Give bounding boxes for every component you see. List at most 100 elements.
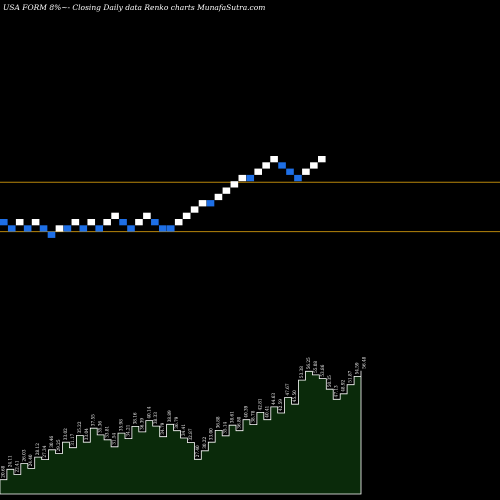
price-label: 53.38	[299, 366, 304, 378]
price-label: 50.35	[327, 375, 332, 387]
price-label: 22.41	[14, 460, 19, 472]
price-label: 38.89	[167, 410, 172, 422]
price-label: 34.41	[181, 424, 186, 436]
renko-brick-down	[151, 219, 159, 226]
renko-brick-up	[55, 225, 64, 232]
price-label: 36.80	[237, 416, 242, 428]
price-label: 28.12	[35, 443, 40, 455]
price-label: 40.14	[146, 406, 151, 418]
renko-brick-up	[238, 174, 247, 182]
renko-brick-up	[31, 219, 40, 226]
renko-brick-down	[79, 225, 88, 232]
renko-brick-down	[159, 225, 167, 232]
price-label: 30.22	[202, 436, 207, 448]
price-label: 31.17	[70, 433, 75, 445]
price-label: 24.40	[28, 454, 33, 466]
renko-brick-up	[182, 212, 191, 219]
price-label: 40.41	[264, 405, 269, 417]
price-label: 36.39	[139, 418, 144, 430]
renko-brick-up	[190, 206, 199, 213]
renko-brick-down	[39, 225, 48, 232]
price-label: 30.46	[49, 435, 54, 447]
renko-brick-up	[302, 168, 310, 175]
renko-brick-up	[135, 219, 143, 226]
price-label: 40.39	[244, 405, 249, 417]
price-label: 42.81	[257, 398, 262, 410]
price-area	[0, 370, 362, 495]
renko-brick-down	[95, 225, 103, 232]
price-label: 36.79	[174, 416, 179, 428]
price-label: 37.55	[91, 414, 96, 426]
price-label: 35.22	[77, 421, 82, 433]
price-label: 54.59	[355, 362, 360, 374]
price-label: 42.59	[278, 399, 283, 411]
price-label: 31.54	[112, 432, 117, 444]
renko-brick-down	[0, 219, 8, 226]
renko-brick-up	[103, 219, 111, 226]
price-label: 51.87	[348, 370, 353, 382]
renko-brick-up	[262, 162, 270, 169]
price-label: 36.88	[216, 416, 221, 428]
price-label: 29.25	[56, 439, 61, 451]
price-label: 56.48	[362, 356, 367, 368]
price-label: 44.63	[271, 393, 276, 405]
renko-brick-down	[246, 174, 255, 182]
renko-brick-down	[166, 225, 175, 232]
renko-brick-down	[206, 200, 215, 207]
renko-brick-up	[230, 181, 239, 188]
price-label: 33.81	[105, 425, 110, 437]
renko-brick-up	[71, 219, 80, 226]
renko-brick-down	[7, 225, 16, 232]
renko-brick-down	[119, 219, 127, 226]
chart-title: USA FORM 8%~- Closing Daily data Renko c…	[3, 3, 265, 12]
price-label: 34.21	[125, 424, 130, 436]
price-label: 33.00	[209, 428, 214, 440]
price-label: 47.67	[285, 383, 290, 395]
price-label: 35.36	[98, 421, 103, 433]
renko-brick-up	[87, 219, 96, 226]
price-label: 55.08	[313, 361, 318, 373]
renko-brick-up	[254, 168, 262, 175]
renko-brick-down	[278, 162, 286, 169]
renko-brick-up	[111, 212, 119, 219]
price-label: 53.86	[320, 364, 325, 376]
price-area-path	[0, 370, 362, 495]
renko-brick-up	[270, 156, 278, 163]
renko-brick-up	[214, 193, 223, 201]
price-label: 24.11	[7, 455, 12, 467]
renko-brick-up	[318, 156, 326, 163]
price-label: 27.34	[42, 445, 47, 457]
price-label: 27.40	[195, 445, 200, 457]
renko-bricks	[0, 156, 326, 238]
price-label: 38.78	[250, 410, 255, 422]
price-label: 35.98	[119, 419, 124, 431]
price-label: 32.87	[188, 428, 193, 440]
renko-brick-up	[174, 219, 183, 226]
price-label: 38.16	[132, 412, 137, 424]
price-label: 45.50	[292, 390, 297, 402]
renko-brick-up	[143, 212, 151, 219]
renko-brick-down	[63, 225, 72, 232]
price-label: 56.25	[306, 357, 311, 369]
price-label: 34.79	[160, 422, 165, 434]
renko-brick-down	[127, 225, 135, 232]
renko-brick-down	[286, 168, 294, 175]
renko-brick-up	[15, 219, 24, 226]
renko-brick-down	[294, 174, 302, 182]
renko-brick-up	[222, 187, 231, 194]
renko-brick-up	[310, 162, 318, 169]
price-label: 20.68	[1, 465, 6, 477]
price-label: 35.14	[223, 421, 228, 433]
price-label: 38.61	[230, 411, 235, 423]
renko-brick-up	[198, 200, 207, 207]
price-label: 33.04	[84, 428, 89, 440]
price-label: 38.33	[153, 412, 158, 424]
renko-brick-down	[47, 231, 56, 238]
price-label: 33.02	[63, 428, 68, 440]
renko-brick-down	[23, 225, 32, 232]
price-label: 47.13	[334, 385, 339, 397]
price-label: 48.92	[341, 379, 346, 391]
